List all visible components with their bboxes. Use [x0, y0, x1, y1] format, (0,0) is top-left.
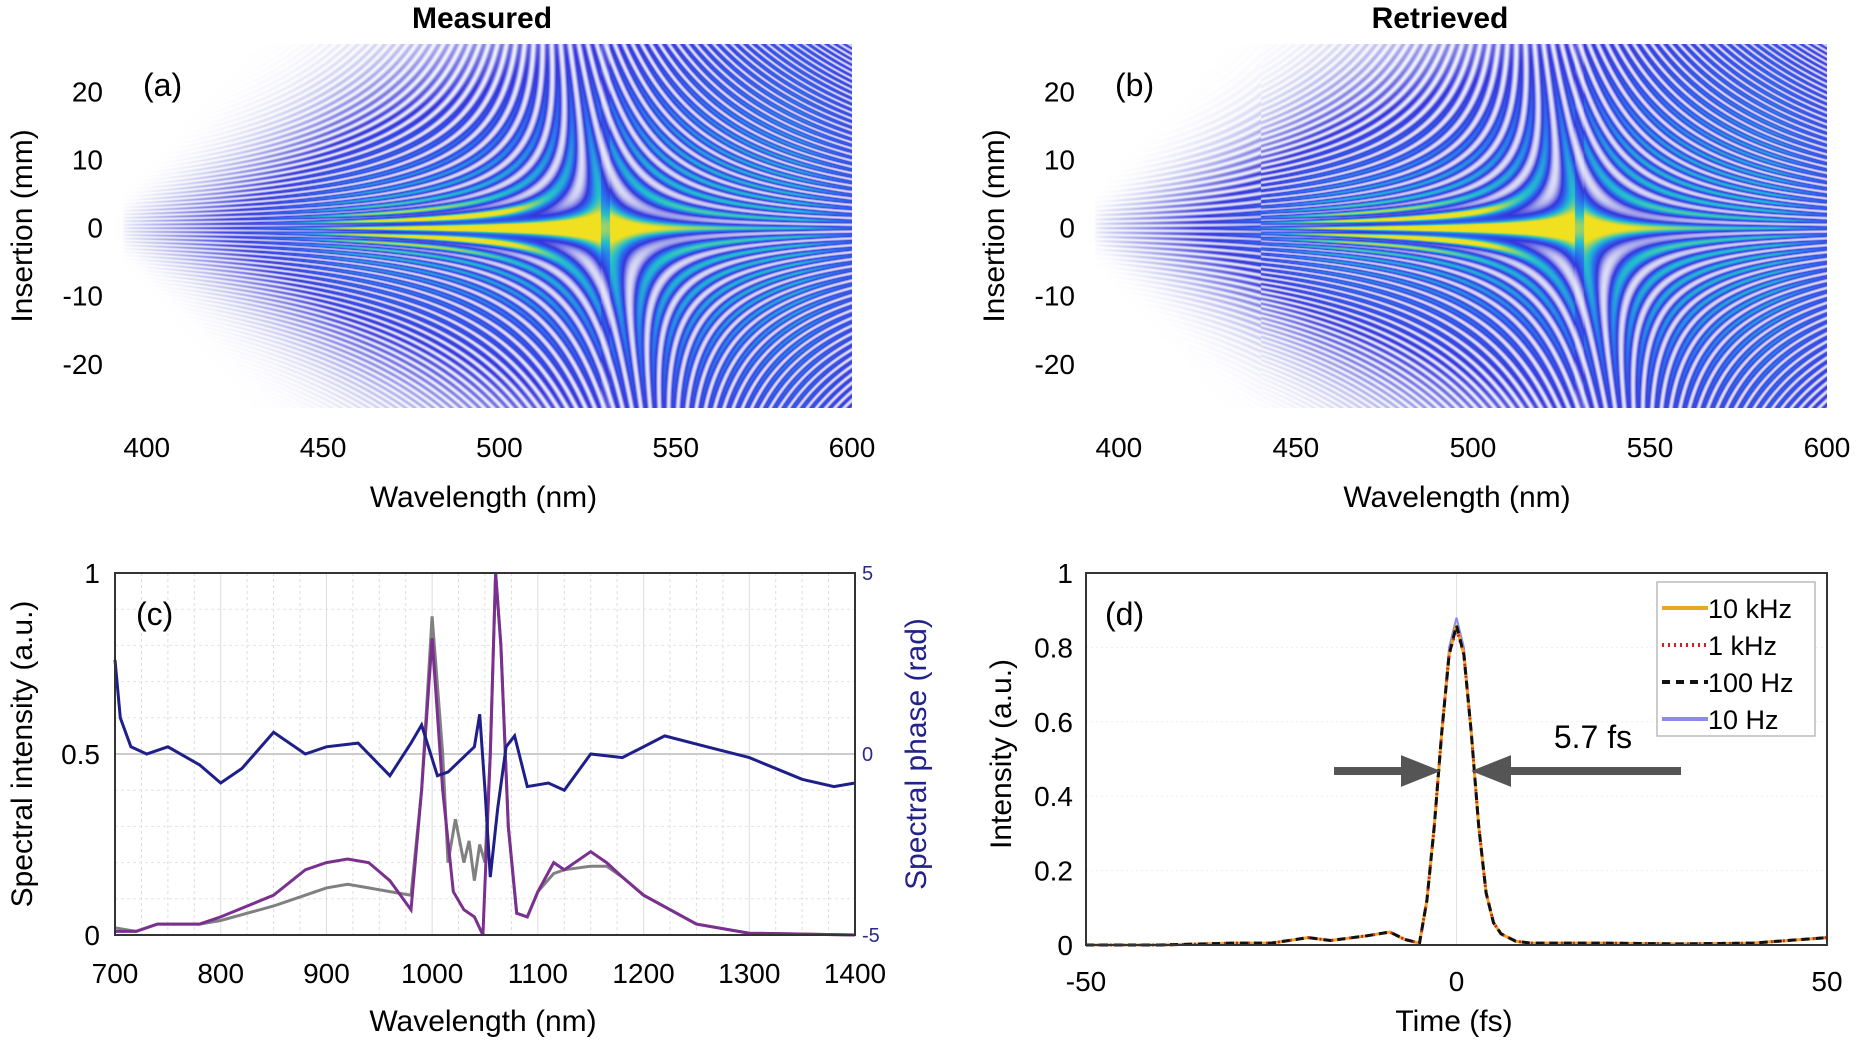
y2-tick-label: 5 — [862, 563, 873, 585]
panel-letter: (b) — [1115, 67, 1154, 103]
panel-letter: (c) — [136, 596, 173, 632]
y-tick-label: -10 — [63, 281, 103, 312]
x-tick-label: -50 — [1066, 966, 1106, 997]
panel-c: (c) 700 800 900 1000 1100 1200 1300 1400 0 0.5 1 -5 0… — [6, 558, 933, 1038]
x-axis-label: Wavelength (nm) — [370, 481, 597, 514]
y-tick-label: 0.5 — [61, 739, 100, 770]
y-axis-label: Spectral intensity (a.u.) — [6, 601, 39, 908]
x-tick-label: 1200 — [612, 958, 674, 989]
y-tick-label: 0.6 — [1034, 707, 1073, 738]
x-tick-label: 550 — [1627, 432, 1674, 463]
y2-axis-label: Spectral phase (rad) — [900, 618, 933, 890]
y-tick-label: -10 — [1035, 281, 1075, 312]
x-tick-label: 500 — [476, 432, 523, 463]
panel-0: Measured (a) 400 450 500 550 600 20 10 0 -10 -20 Wav… — [6, 2, 875, 514]
series-line-2 — [1086, 624, 1828, 947]
x-axis-label: Wavelength (nm) — [1343, 481, 1570, 514]
series-line-1 — [115, 572, 856, 937]
axes-box — [114, 572, 856, 936]
axes-box — [1085, 572, 1828, 946]
legend: 10 kHz 1 kHz 100 Hz 10 Hz — [1656, 581, 1816, 737]
panel-d: (d) -50 0 50 0 0.2 0.4 0.6 0.8 1 Time (fs) Intensit… — [985, 558, 1843, 1038]
x-tick-label: 500 — [1450, 432, 1497, 463]
fwhm-annotation: 5.7 fs — [1554, 719, 1632, 755]
heatmap-measured — [115, 44, 852, 408]
x-tick-label: 600 — [829, 432, 876, 463]
x-tick-label: 450 — [1273, 432, 1320, 463]
x-tick-label: 800 — [197, 958, 244, 989]
y-tick-label: 0.4 — [1034, 781, 1073, 812]
y-tick-label: 1 — [1057, 558, 1073, 589]
legend-label: 10 Hz — [1708, 705, 1779, 735]
x-tick-label: 700 — [92, 958, 139, 989]
legend-label: 1 kHz — [1708, 631, 1777, 661]
x-tick-label: 900 — [303, 958, 350, 989]
heatmap-retrieved — [1087, 44, 1827, 408]
arrow-right-icon — [1334, 755, 1441, 787]
y-tick-label: 10 — [1044, 145, 1075, 176]
series-line-0 — [114, 572, 856, 937]
y2-tick-label: 0 — [862, 744, 873, 766]
legend-label: 100 Hz — [1708, 668, 1794, 698]
x-tick-label: 1000 — [401, 958, 463, 989]
x-tick-label: 50 — [1811, 966, 1842, 997]
y-tick-label: 0.8 — [1034, 632, 1073, 663]
x-axis-label: Wavelength (nm) — [369, 1005, 596, 1038]
legend-label: 10 kHz — [1708, 594, 1792, 624]
y-tick-label: 10 — [72, 145, 103, 176]
x-axis-label: Time (fs) — [1395, 1005, 1512, 1038]
panel-letter: (a) — [143, 67, 182, 103]
series-line-2 — [113, 659, 856, 878]
x-tick-label: 1100 — [508, 958, 568, 989]
panel-title: Measured — [412, 2, 552, 35]
y-tick-label: -20 — [1035, 349, 1075, 380]
y-tick-label: 0 — [1059, 213, 1075, 244]
x-tick-label: 450 — [300, 432, 347, 463]
x-tick-label: 550 — [652, 432, 699, 463]
y-axis-label: Insertion (mm) — [978, 129, 1011, 322]
y-axis-label: Intensity (a.u.) — [985, 659, 1018, 849]
panel-title: Retrieved — [1372, 2, 1509, 35]
x-tick-label: 400 — [123, 432, 170, 463]
x-tick-label: 1300 — [718, 958, 780, 989]
panel-letter: (d) — [1105, 596, 1144, 632]
y-tick-label: 20 — [1044, 77, 1075, 108]
y-tick-label: 0.2 — [1034, 856, 1073, 887]
arrow-left-icon — [1471, 755, 1681, 787]
y-tick-label: 0 — [87, 213, 103, 244]
y-tick-label: 0 — [1057, 930, 1073, 961]
y-tick-label: 0 — [84, 920, 100, 951]
y-tick-label: -20 — [63, 349, 103, 380]
y-tick-label: 1 — [84, 558, 100, 589]
panel-1: Retrieved (b) 400 450 500 550 600 20 10 0 -10 -20 Wa… — [978, 2, 1850, 514]
x-tick-label: 0 — [1449, 966, 1465, 997]
x-tick-label: 400 — [1096, 432, 1143, 463]
x-tick-label: 600 — [1804, 432, 1851, 463]
y2-tick-label: -5 — [862, 925, 880, 947]
x-tick-label: 1400 — [824, 958, 886, 989]
y-axis-label: Insertion (mm) — [6, 129, 39, 322]
y-tick-label: 20 — [72, 77, 103, 108]
